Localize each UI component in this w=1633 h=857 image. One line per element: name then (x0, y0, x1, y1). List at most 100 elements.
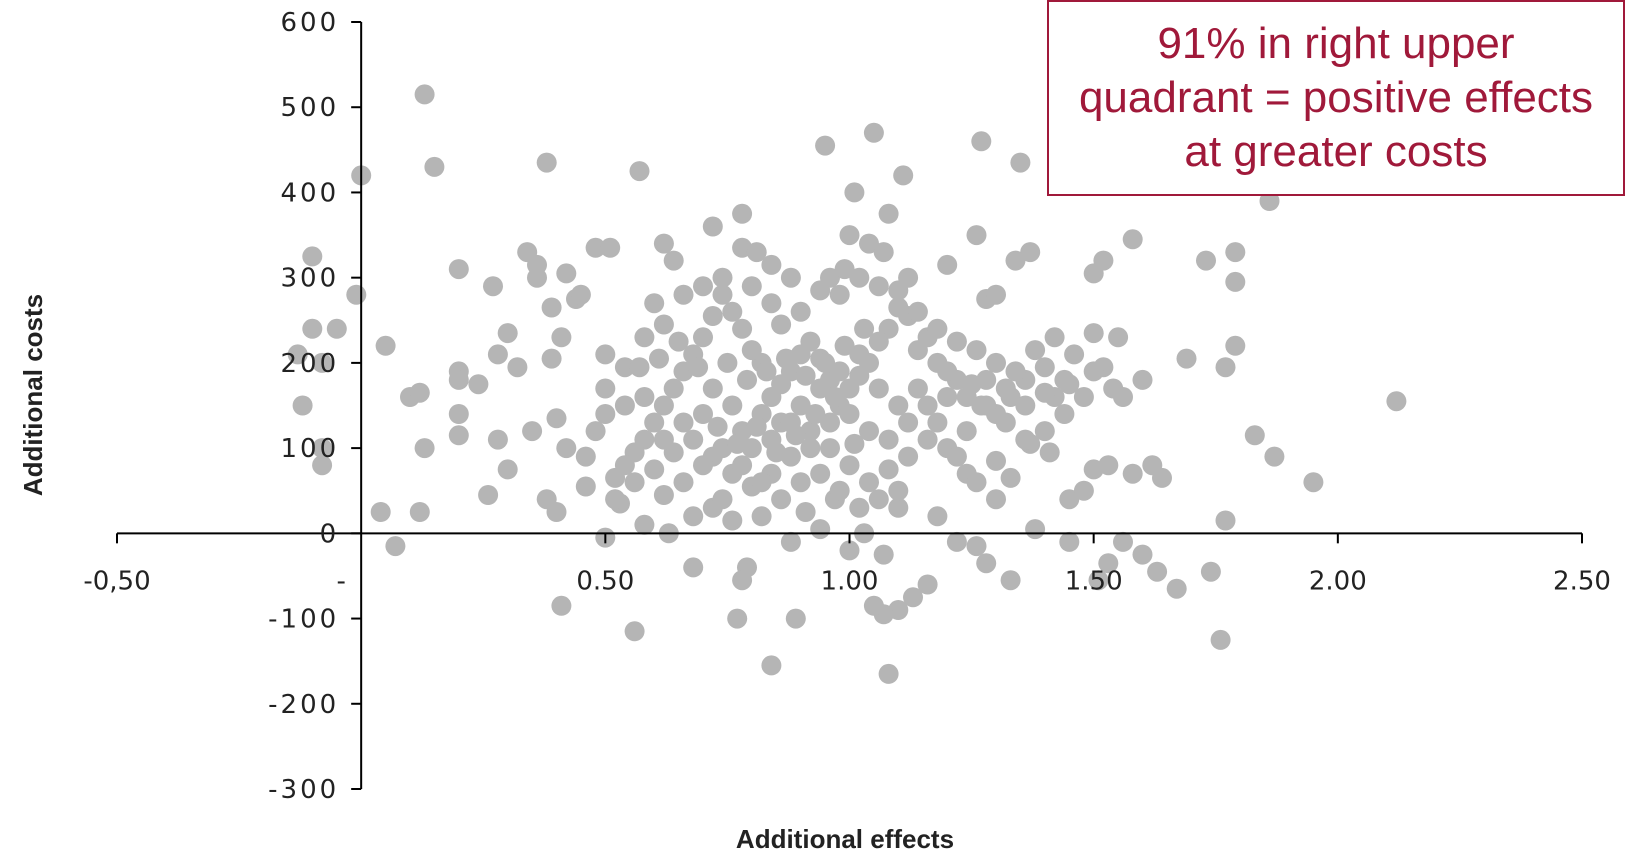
data-point (796, 502, 816, 522)
data-point (844, 182, 864, 202)
data-point (1167, 579, 1187, 599)
data-point (937, 361, 957, 381)
data-point (888, 396, 908, 416)
y-tick-label: 0 (320, 519, 340, 549)
data-point (732, 455, 752, 475)
data-point (449, 259, 469, 279)
data-point (722, 511, 742, 531)
data-point (849, 268, 869, 288)
data-point (498, 459, 518, 479)
data-point (522, 421, 542, 441)
data-point (1074, 481, 1094, 501)
data-point (717, 353, 737, 373)
data-point (551, 327, 571, 347)
data-point (927, 319, 947, 339)
data-point (683, 430, 703, 450)
data-point (810, 280, 830, 300)
data-point (630, 357, 650, 377)
data-point (771, 489, 791, 509)
data-point (654, 396, 674, 416)
data-point (830, 481, 850, 501)
data-point (1123, 229, 1143, 249)
data-point (791, 472, 811, 492)
data-point (967, 472, 987, 492)
data-point (1001, 570, 1021, 590)
data-point (766, 442, 786, 462)
data-point (703, 306, 723, 326)
data-point (1059, 532, 1079, 552)
data-point (527, 268, 547, 288)
data-point (644, 413, 664, 433)
data-point (600, 238, 620, 258)
data-point (605, 489, 625, 509)
data-point (761, 293, 781, 313)
data-point (976, 370, 996, 390)
data-point (1123, 464, 1143, 484)
data-point (786, 609, 806, 629)
data-point (971, 131, 991, 151)
data-point (864, 596, 884, 616)
data-point (986, 285, 1006, 305)
data-point (825, 387, 845, 407)
x-tick-label: 1.00 (821, 566, 879, 596)
data-point (1084, 361, 1104, 381)
data-point (1225, 336, 1245, 356)
data-point (918, 430, 938, 450)
data-point (385, 536, 405, 556)
data-point (796, 366, 816, 386)
y-tick-label: 300 (281, 264, 340, 294)
data-point (346, 285, 366, 305)
data-point (835, 336, 855, 356)
data-point (1108, 327, 1128, 347)
data-point (1006, 361, 1026, 381)
data-point (703, 217, 723, 237)
data-point (854, 319, 874, 339)
data-point (810, 519, 830, 539)
data-point (1015, 396, 1035, 416)
data-point (879, 664, 899, 684)
origin-dash-label: - (336, 566, 345, 596)
data-point (869, 489, 889, 509)
data-point (1264, 447, 1284, 467)
data-point (556, 263, 576, 283)
data-point (488, 344, 508, 364)
data-point (747, 417, 767, 437)
data-point (478, 485, 498, 505)
data-point (708, 417, 728, 437)
data-point (634, 387, 654, 407)
data-point (1010, 153, 1030, 173)
data-point (1201, 562, 1221, 582)
data-point (1245, 425, 1265, 445)
y-tick-label: -300 (268, 775, 339, 805)
x-tick-label: 2.50 (1553, 566, 1611, 596)
data-point (468, 374, 488, 394)
data-point (1098, 455, 1118, 475)
data-point (376, 336, 396, 356)
data-point (815, 353, 835, 373)
data-point (483, 276, 503, 296)
data-point (488, 430, 508, 450)
data-point (986, 353, 1006, 373)
data-point (844, 434, 864, 454)
data-point (1152, 468, 1172, 488)
data-point (791, 302, 811, 322)
data-point (742, 340, 762, 360)
y-tick-label: 200 (281, 349, 340, 379)
data-point (1035, 383, 1055, 403)
data-point (727, 434, 747, 454)
x-axis-title: Additional effects (736, 824, 954, 854)
data-point (615, 396, 635, 416)
data-point (644, 293, 664, 313)
data-point (595, 344, 615, 364)
data-point (537, 153, 557, 173)
data-point (1020, 242, 1040, 262)
data-point (449, 370, 469, 390)
y-tick-label: 500 (281, 93, 340, 123)
data-point (869, 276, 889, 296)
data-point (630, 161, 650, 181)
data-point (752, 506, 772, 526)
data-point (415, 84, 435, 104)
data-point (849, 498, 869, 518)
data-point (761, 255, 781, 275)
data-point (898, 447, 918, 467)
